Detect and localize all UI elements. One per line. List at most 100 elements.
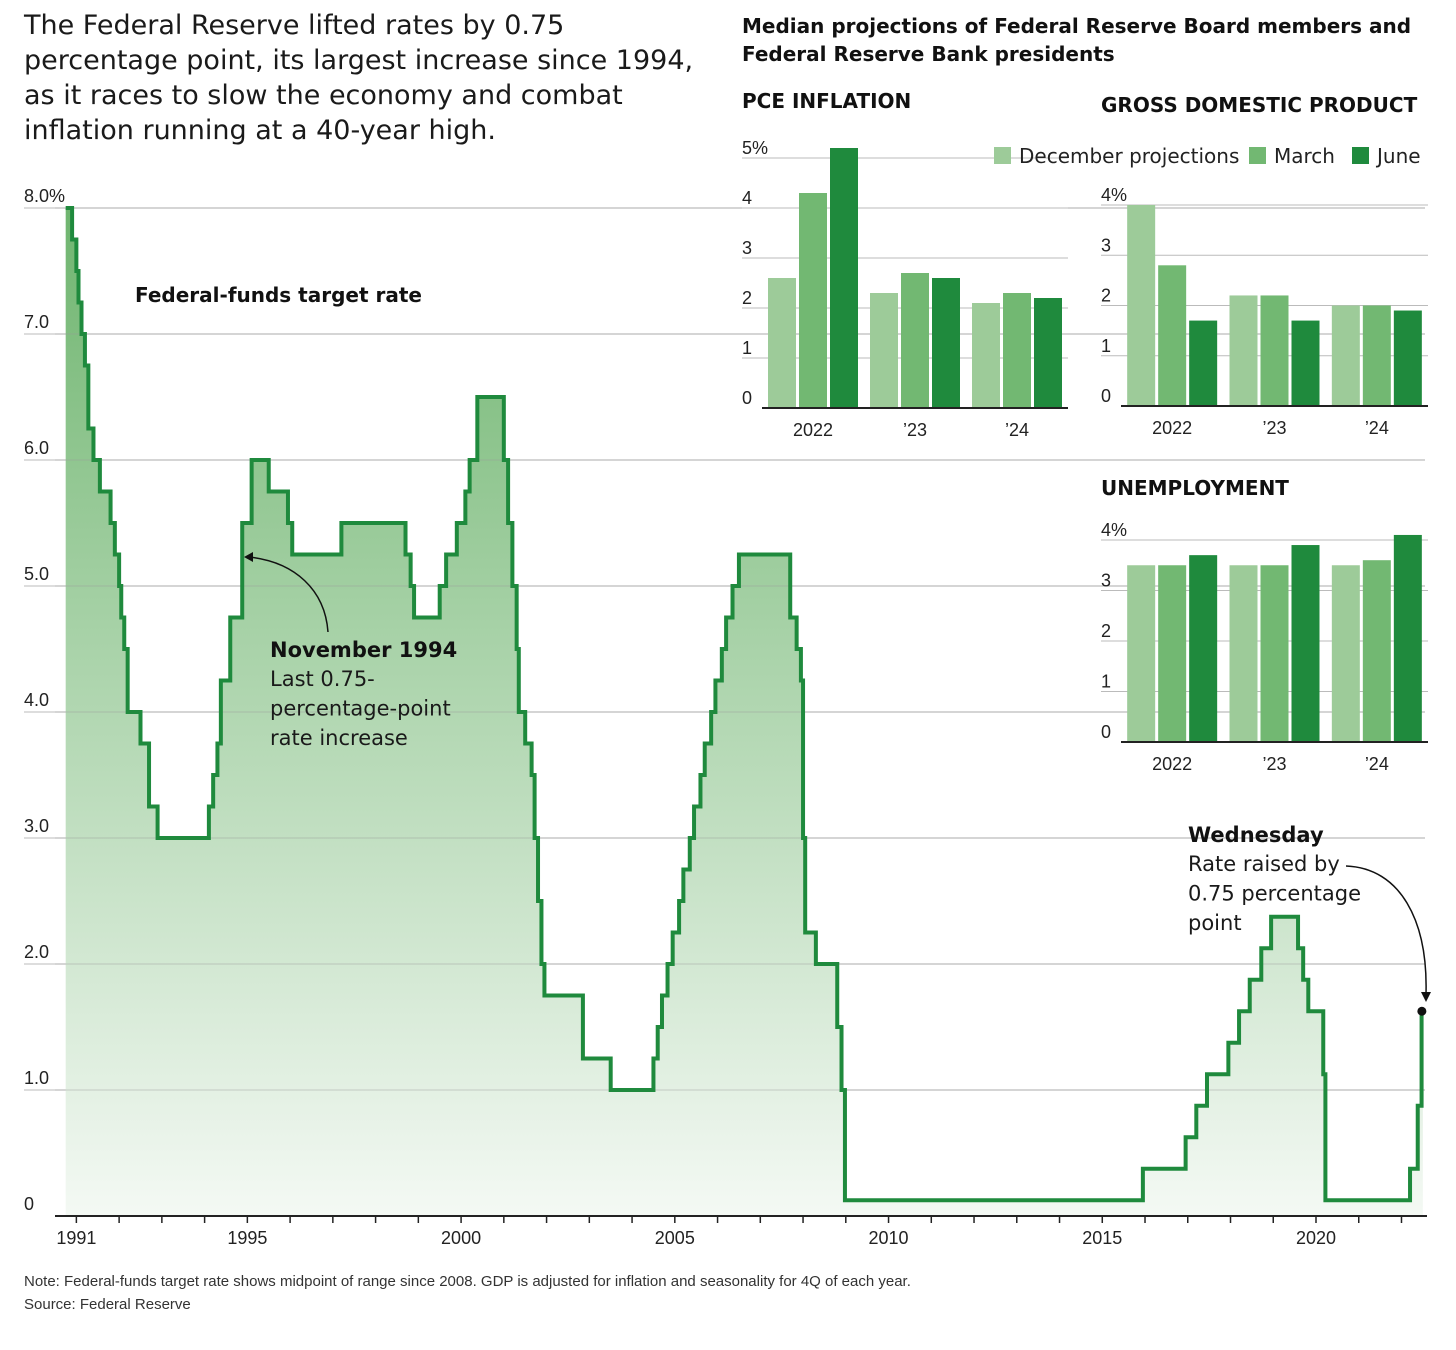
panel-y-tick-label: 1 bbox=[1101, 672, 1111, 692]
legend-swatch bbox=[1249, 147, 1266, 164]
nov1994-title: November 1994 bbox=[270, 638, 457, 662]
panel-y-tick-label: 4% bbox=[1101, 185, 1127, 205]
bar-december bbox=[768, 278, 796, 408]
wednesday-text: Rate raised by bbox=[1188, 852, 1340, 876]
fed-funds-title: Federal-funds target rate bbox=[135, 283, 422, 307]
legend-label: March bbox=[1274, 144, 1335, 168]
bar-march bbox=[1003, 293, 1031, 408]
bar-march bbox=[1260, 295, 1289, 406]
panel-y-tick-label: 3 bbox=[742, 238, 752, 258]
rate-area-fill bbox=[65, 208, 1423, 1216]
pce-inflation-panel: PCE INFLATION 5% 4 3 2 1 0 2022 ’23 ’24 bbox=[742, 89, 1068, 440]
x-tick-label: 2020 bbox=[1296, 1228, 1336, 1248]
y-tick-label: 2.0 bbox=[24, 942, 49, 962]
bar-december bbox=[870, 293, 898, 408]
y-tick-label: 1.0 bbox=[24, 1068, 49, 1088]
nov1994-arrow bbox=[248, 556, 329, 633]
y-tick-label: 5.0 bbox=[24, 564, 49, 584]
bar-december bbox=[1331, 305, 1360, 406]
wednesday-arrow bbox=[1345, 865, 1427, 995]
bar-june bbox=[1189, 320, 1218, 406]
panel-y-tick-label: 4 bbox=[742, 188, 752, 208]
panel-x-tick-label: ’24 bbox=[1365, 418, 1389, 438]
panel-y-tick-label: 0 bbox=[1101, 386, 1111, 406]
y-tick-label: 8.0% bbox=[24, 186, 65, 206]
bar-december bbox=[1127, 205, 1156, 406]
rate-line bbox=[65, 206, 1424, 1203]
note: Note: Federal-funds target rate shows mi… bbox=[24, 1273, 911, 1290]
y-tick-label: 6.0 bbox=[24, 438, 49, 458]
source: Source: Federal Reserve bbox=[24, 1296, 191, 1313]
nov1994-text: percentage-point bbox=[270, 697, 451, 721]
bar-june bbox=[1291, 320, 1320, 406]
x-tick-label: 2005 bbox=[655, 1228, 695, 1248]
panel-y-tick-label: 3 bbox=[1101, 571, 1111, 591]
wednesday-text: 0.75 percentage bbox=[1188, 882, 1361, 906]
nov1994-arrowhead bbox=[244, 552, 253, 562]
y-tick-label: 3.0 bbox=[24, 816, 49, 836]
bar-march bbox=[1158, 265, 1187, 406]
panel-x-tick-label: 2022 bbox=[1152, 754, 1192, 774]
bar-march bbox=[1158, 565, 1187, 742]
wednesday-title: Wednesday bbox=[1188, 823, 1324, 847]
panel-y-tick-label: 3 bbox=[1101, 235, 1111, 255]
panel-title: GROSS DOMESTIC PRODUCT bbox=[1101, 93, 1418, 117]
unemployment-panel: UNEMPLOYMENT 4% 3 2 1 0 2022 ’23 ’24 bbox=[1101, 476, 1428, 774]
bar-december bbox=[1229, 565, 1258, 742]
panel-x-tick-label: ’24 bbox=[1005, 420, 1029, 440]
bar-march bbox=[1362, 560, 1391, 742]
bar-june bbox=[1393, 310, 1422, 406]
panel-x-tick-label: 2022 bbox=[1152, 418, 1192, 438]
panel-x-tick-label: ’23 bbox=[903, 420, 927, 440]
x-tick-label: 1995 bbox=[227, 1228, 267, 1248]
nov1994-text: Last 0.75- bbox=[270, 667, 375, 691]
legend: December projections March June bbox=[994, 144, 1421, 168]
annotations: November 1994 Last 0.75- percentage-point r… bbox=[244, 552, 1431, 1002]
panel-y-tick-label: 2 bbox=[1101, 621, 1111, 641]
wednesday-arrowhead bbox=[1421, 992, 1431, 1002]
bar-december bbox=[1127, 565, 1156, 742]
wednesday-text: point bbox=[1188, 911, 1242, 935]
panel-y-tick-label: 1 bbox=[742, 338, 752, 358]
panel-title: PCE INFLATION bbox=[742, 89, 911, 113]
panel-y-tick-label: 2 bbox=[742, 288, 752, 308]
bar-december bbox=[1331, 565, 1360, 742]
panel-y-tick-label: 0 bbox=[742, 388, 752, 408]
panel-x-tick-label: ’24 bbox=[1365, 754, 1389, 774]
bar-june bbox=[1291, 545, 1320, 742]
y-tick-label: 4.0 bbox=[24, 690, 49, 710]
panel-x-tick-label: ’23 bbox=[1262, 418, 1286, 438]
bar-june bbox=[830, 148, 858, 408]
panel-y-tick-label: 1 bbox=[1101, 336, 1111, 356]
y-tick-label: 0 bbox=[24, 1194, 34, 1214]
panel-x-tick-label: 2022 bbox=[793, 420, 833, 440]
bar-march bbox=[799, 193, 827, 408]
bar-march bbox=[1362, 305, 1391, 406]
x-tick-label: 2000 bbox=[441, 1228, 481, 1248]
nov1994-text: rate increase bbox=[270, 726, 408, 750]
bar-december bbox=[972, 303, 1000, 408]
legend-label: June bbox=[1375, 144, 1421, 168]
panel-y-tick-label: 4% bbox=[1101, 520, 1127, 540]
bar-march bbox=[901, 273, 929, 408]
gdp-panel: GROSS DOMESTIC PRODUCT 4% 3 2 1 0 2022 ’23 ’24 bbox=[1101, 93, 1428, 438]
bar-march bbox=[1260, 565, 1289, 742]
bar-june bbox=[932, 278, 960, 408]
latest-rate-dot bbox=[1417, 1006, 1427, 1016]
panel-x-tick-label: ’23 bbox=[1262, 754, 1286, 774]
x-tick-label: 2010 bbox=[869, 1228, 909, 1248]
panel-y-tick-label: 5% bbox=[742, 138, 768, 158]
projections-title: Median projections of Federal Reserve Bo… bbox=[742, 14, 1412, 66]
legend-swatch bbox=[994, 147, 1011, 164]
y-tick-label: 7.0 bbox=[24, 312, 49, 332]
bar-june bbox=[1393, 534, 1422, 742]
legend-label: December projections bbox=[1019, 144, 1239, 168]
legend-swatch bbox=[1352, 147, 1369, 164]
fed-funds-title-text: Federal-funds target rate bbox=[135, 283, 422, 307]
panel-title: UNEMPLOYMENT bbox=[1101, 476, 1289, 500]
bar-december bbox=[1229, 295, 1258, 406]
x-tick-label: 2015 bbox=[1082, 1228, 1122, 1248]
bar-june bbox=[1189, 555, 1218, 742]
bar-june bbox=[1034, 298, 1062, 408]
